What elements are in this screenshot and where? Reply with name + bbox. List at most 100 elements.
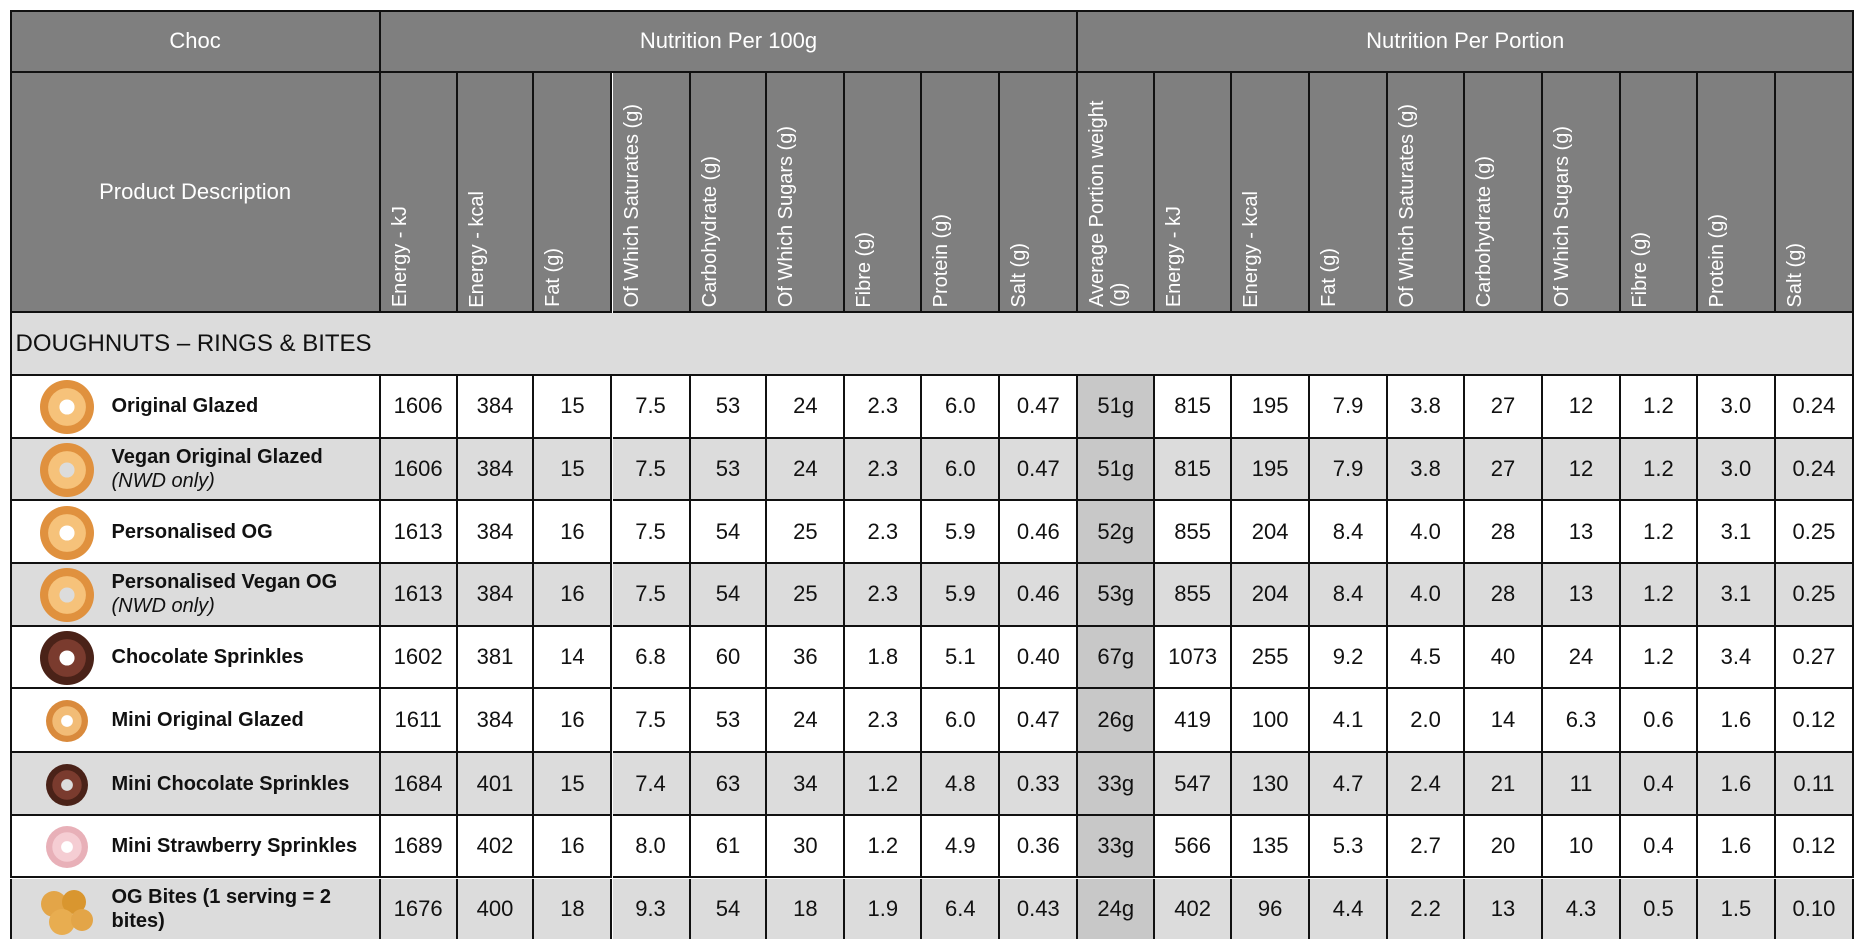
- value-cell: 0.40: [1000, 626, 1079, 690]
- value-cell: 24: [1543, 626, 1621, 690]
- value-cell: 384: [457, 438, 535, 502]
- value-cell: 3.8: [1388, 376, 1465, 439]
- value-cell: 204: [1232, 564, 1311, 627]
- value-cell: 51g: [1078, 438, 1156, 502]
- value-cell: 8.4: [1310, 501, 1389, 564]
- column-header-text: Fibre (g): [853, 231, 876, 308]
- value-cell: 7.9: [1310, 376, 1389, 439]
- value-cell: 0.24: [1775, 438, 1854, 502]
- value-cell: 1073: [1155, 626, 1233, 690]
- column-header: Protein (g): [922, 73, 1001, 314]
- value-cell: 384: [457, 564, 535, 627]
- value-cell: 3.0: [1697, 438, 1776, 502]
- value-cell: 18: [534, 878, 613, 939]
- value-cell: 1613: [380, 564, 458, 627]
- value-cell: 135: [1232, 815, 1311, 879]
- value-cell: 4.7: [1310, 753, 1389, 816]
- column-header: Fibre (g): [1621, 73, 1698, 314]
- value-cell: 547: [1155, 753, 1233, 816]
- value-cell: 3.0: [1697, 376, 1776, 439]
- value-cell: 195: [1232, 438, 1311, 502]
- column-header-text: Of Which Saturates (g): [620, 103, 643, 308]
- value-cell: 0.24: [1775, 376, 1854, 439]
- value-cell: 15: [534, 376, 613, 439]
- product-name: Vegan Original Glazed (NWD only): [112, 445, 323, 493]
- value-cell: 0.10: [1775, 878, 1854, 939]
- column-header-text: Protein (g): [1705, 213, 1728, 308]
- value-cell: 0.12: [1775, 689, 1854, 754]
- product-name: Mini Strawberry Sprinkles: [112, 834, 358, 858]
- value-cell: 1602: [380, 626, 458, 690]
- value-cell: 1.2: [1621, 501, 1698, 564]
- product-name: Original Glazed: [112, 394, 259, 418]
- value-cell: 0.47: [1000, 689, 1079, 754]
- value-cell: 0.33: [1000, 753, 1079, 816]
- value-cell: 36: [767, 626, 846, 690]
- value-cell: 1.9: [845, 878, 923, 939]
- value-cell: 0.46: [1000, 501, 1079, 564]
- column-header-text: Average Portion weight (g): [1086, 100, 1131, 308]
- value-cell: 25: [767, 564, 846, 627]
- value-cell: 1.6: [1697, 689, 1776, 754]
- product-icon: [45, 826, 88, 869]
- product-name-text: Vegan Original Glazed: [111, 445, 323, 468]
- value-cell: 1613: [380, 501, 458, 564]
- column-header: Energy - kJ: [1155, 73, 1233, 314]
- column-header: Carbohydrate (g): [1465, 73, 1543, 314]
- value-cell: 30: [767, 815, 846, 879]
- product-icon: [39, 505, 94, 560]
- value-cell: 255: [1232, 626, 1311, 690]
- value-cell: 4.4: [1310, 878, 1389, 939]
- value-cell: 1606: [380, 438, 458, 502]
- value-cell: 4.8: [922, 753, 1001, 816]
- product-name-text: Personalised Vegan OG: [111, 571, 338, 594]
- value-cell: 54: [690, 501, 768, 564]
- value-cell: 16: [534, 501, 613, 564]
- group-header: Nutrition Per Portion: [1078, 9, 1854, 74]
- value-cell: 34: [767, 753, 846, 816]
- value-cell: 16: [534, 564, 613, 627]
- value-cell: 566: [1155, 815, 1233, 879]
- product-icon: [39, 630, 94, 685]
- column-header: Energy - kJ: [380, 73, 458, 314]
- value-cell: 28: [1465, 501, 1543, 564]
- value-cell: 0.4: [1621, 753, 1698, 816]
- value-cell: 1611: [380, 689, 458, 754]
- value-cell: 3.1: [1697, 564, 1776, 627]
- value-cell: 6.4: [922, 878, 1001, 939]
- value-cell: 60: [690, 626, 768, 690]
- value-cell: 1.2: [1621, 376, 1698, 439]
- product-cell: Mini Chocolate Sprinkles: [9, 753, 381, 816]
- product-name-text: Mini Original Glazed: [111, 709, 304, 732]
- value-cell: 100: [1232, 689, 1311, 754]
- value-cell: 33g: [1078, 753, 1156, 816]
- value-cell: 20: [1465, 815, 1543, 879]
- value-cell: 6.0: [922, 689, 1001, 754]
- value-cell: 1.6: [1697, 815, 1776, 879]
- value-cell: 1684: [380, 753, 458, 816]
- column-header-text: Of Which Saturates (g): [1396, 103, 1419, 308]
- value-cell: 1606: [380, 376, 458, 439]
- value-cell: 0.4: [1621, 815, 1698, 879]
- value-cell: 54: [690, 878, 768, 939]
- value-cell: 384: [457, 376, 535, 439]
- value-cell: 7.5: [612, 564, 691, 627]
- value-cell: 2.3: [845, 376, 923, 439]
- value-cell: 12: [1543, 438, 1621, 502]
- value-cell: 0.5: [1621, 878, 1698, 939]
- value-cell: 2.4: [1388, 753, 1465, 816]
- column-header: Energy - kcal: [1232, 73, 1311, 314]
- value-cell: 195: [1232, 376, 1311, 439]
- value-cell: 28: [1465, 564, 1543, 627]
- value-cell: 2.3: [845, 564, 923, 627]
- value-cell: 0.6: [1621, 689, 1698, 754]
- product-cell: Mini Strawberry Sprinkles: [9, 815, 381, 879]
- value-cell: 24: [767, 376, 846, 439]
- column-header-text: Energy - kJ: [388, 206, 411, 308]
- value-cell: 33g: [1078, 815, 1156, 879]
- value-cell: 384: [457, 501, 535, 564]
- value-cell: 51g: [1078, 376, 1156, 439]
- value-cell: 21: [1465, 753, 1543, 816]
- value-cell: 53: [690, 376, 768, 439]
